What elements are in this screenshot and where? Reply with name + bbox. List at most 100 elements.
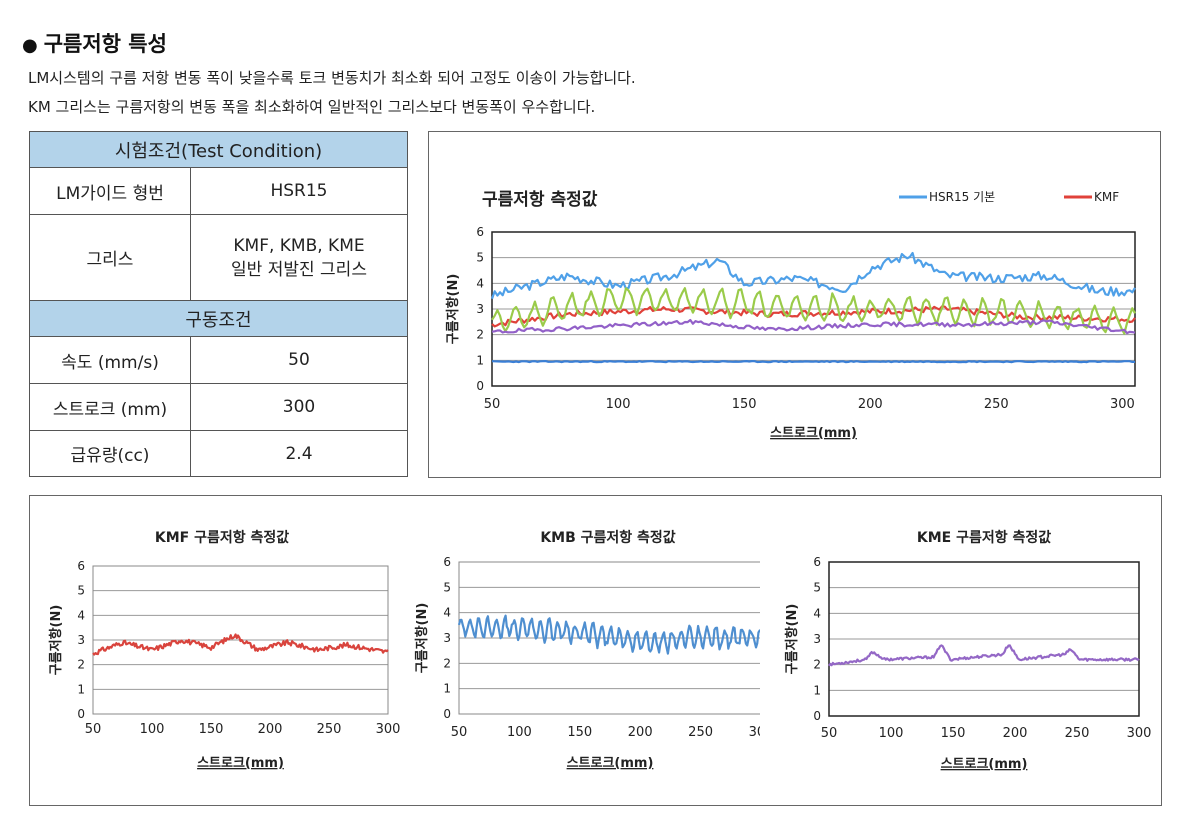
x-tick-label: 200 [258, 722, 283, 737]
legend-label: KMF [1094, 190, 1119, 204]
x-tick-label: 300 [376, 722, 401, 737]
x-tick-label: 300 [749, 725, 760, 740]
main-chart-panel: 구름저항 측정값 0 1 2 3 4 5 6 50 100 150 200 250 300 스트로크(mm)… [428, 131, 1161, 478]
series-line [491, 287, 1136, 335]
chart-title: KMB 구름저항 측정값 [540, 529, 675, 546]
x-tick-label: 250 [688, 725, 713, 740]
y-tick-label: 4 [77, 608, 85, 622]
x-tick-label: 250 [984, 397, 1009, 412]
table-row: 그리스 KMF, KMB, KME 일반 저발진 그리스 [29, 214, 408, 301]
x-tick-label: 200 [628, 725, 653, 740]
y-tick-label: 1 [77, 682, 85, 696]
y-tick-label: 0 [476, 379, 484, 393]
x-tick-label: 300 [1110, 397, 1135, 412]
y-tick-label: 2 [77, 658, 85, 672]
y-tick-label: 5 [77, 584, 85, 598]
y-tick-label: 1 [813, 683, 821, 697]
y-tick-label: 5 [813, 581, 821, 595]
kmb-chart: KMB 구름저항 측정값 0 1 2 3 4 5 6 50 100 150 200 250 300 스트로크… [414, 529, 760, 771]
main-chart: 구름저항 측정값 0 1 2 3 4 5 6 50 100 150 200 250 300 스트로크(mm)… [445, 189, 1136, 441]
y-tick-label: 6 [476, 225, 484, 239]
y-tick-label: 2 [476, 328, 484, 342]
series-line [92, 633, 389, 656]
drive-condition-header: 구동조건 [29, 300, 408, 337]
x-axis-label: 스트로크(mm) [197, 756, 284, 771]
table-value: KMF, KMB, KME 일반 저발진 그리스 [190, 214, 408, 301]
x-tick-label: 150 [941, 726, 966, 741]
x-axis-label: 스트로크(mm) [941, 757, 1028, 772]
x-tick-label: 150 [199, 722, 224, 737]
x-tick-label: 250 [317, 722, 342, 737]
y-tick-label: 2 [813, 658, 821, 672]
table-section-row: 시험조건(Test Condition) [29, 131, 408, 168]
y-axis-label: 구름저항(N) [414, 603, 430, 674]
table-value: 2.4 [190, 430, 408, 477]
x-tick-label: 50 [451, 725, 468, 740]
test-condition-header: 시험조건(Test Condition) [29, 131, 408, 168]
x-tick-label: 200 [1003, 726, 1028, 741]
table-label: 급유량(cc) [29, 430, 191, 477]
table-label: LM가이드 형번 [29, 167, 191, 215]
x-tick-label: 150 [732, 397, 757, 412]
y-tick-label: 4 [476, 276, 484, 290]
y-tick-label: 5 [476, 251, 484, 265]
chart-title: KMF 구름저항 측정값 [155, 529, 289, 546]
plot-area [458, 561, 760, 715]
y-tick-label: 2 [443, 656, 451, 670]
x-tick-label: 150 [567, 725, 592, 740]
x-tick-label: 250 [1065, 726, 1090, 741]
bullet-icon: ● [22, 35, 38, 56]
x-tick-label: 100 [507, 725, 532, 740]
table-section-row: 구동조건 [29, 300, 408, 337]
y-tick-label: 3 [476, 302, 484, 316]
x-axis-label: 스트로크(mm) [770, 426, 857, 441]
x-tick-label: 200 [858, 397, 883, 412]
y-tick-label: 3 [443, 631, 451, 645]
kmf-chart: KMF 구름저항 측정값 0 1 2 3 4 5 6 50 100 150 200 250 300 스트로크… [48, 529, 401, 771]
series-line [490, 251, 1136, 300]
small-charts-panel: KMF 구름저항 측정값 0 1 2 3 4 5 6 50 100 150 200 250 300 스트로크… [29, 495, 1162, 806]
intro-line-1: LM시스템의 구름 저항 변동 폭이 낮을수록 토크 변동치가 최소화 되어 고… [28, 69, 636, 87]
y-tick-label: 4 [443, 606, 451, 620]
y-tick-label: 4 [813, 606, 821, 620]
y-tick-label: 6 [813, 555, 821, 569]
x-tick-label: 100 [140, 722, 165, 737]
series-line [828, 644, 1140, 667]
table-row: LM가이드 형번 HSR15 [29, 167, 408, 215]
y-tick-label: 6 [443, 555, 451, 569]
x-tick-label: 300 [1127, 726, 1152, 741]
x-tick-label: 50 [821, 726, 838, 741]
y-tick-label: 0 [77, 707, 85, 721]
kme-chart: KME 구름저항 측정값 0 1 2 3 4 5 6 50 100 150 200 250 300 스트로크… [784, 529, 1152, 772]
y-tick-label: 0 [813, 709, 821, 723]
plot-area [491, 231, 1136, 387]
table-value: 50 [190, 336, 408, 384]
x-tick-label: 50 [85, 722, 102, 737]
series-line [491, 360, 1135, 364]
plot-area [92, 565, 389, 715]
test-condition-table: 시험조건(Test Condition) LM가이드 형번 HSR15 그리스 … [29, 131, 408, 477]
x-axis-label: 스트로크(mm) [567, 756, 654, 771]
plot-area [828, 561, 1140, 717]
section-title-text: 구름저항 특성 [43, 32, 167, 56]
section-title: ● 구름저항 특성 [22, 28, 167, 58]
y-tick-label: 0 [443, 707, 451, 721]
series-line [457, 614, 760, 655]
y-tick-label: 3 [77, 633, 85, 647]
y-tick-label: 6 [77, 559, 85, 573]
table-row: 스트로크 (mm) 300 [29, 383, 408, 431]
table-value: 300 [190, 383, 408, 431]
chart-title: KME 구름저항 측정값 [917, 529, 1051, 546]
table-row: 속도 (mm/s) 50 [29, 336, 408, 384]
table-label: 스트로크 (mm) [29, 383, 191, 431]
y-tick-label: 3 [813, 632, 821, 646]
table-value: HSR15 [190, 167, 408, 215]
y-axis-label: 구름저항(N) [48, 605, 64, 676]
x-tick-label: 100 [606, 397, 631, 412]
y-tick-label: 1 [443, 682, 451, 696]
intro-line-2: KM 그리스는 구름저항의 변동 폭을 최소화하여 일반적인 그리스보다 변동폭… [28, 98, 596, 116]
series-line [491, 318, 1136, 335]
table-label: 그리스 [29, 214, 191, 301]
x-tick-label: 100 [879, 726, 904, 741]
y-axis-label: 구름저항(N) [784, 604, 800, 675]
